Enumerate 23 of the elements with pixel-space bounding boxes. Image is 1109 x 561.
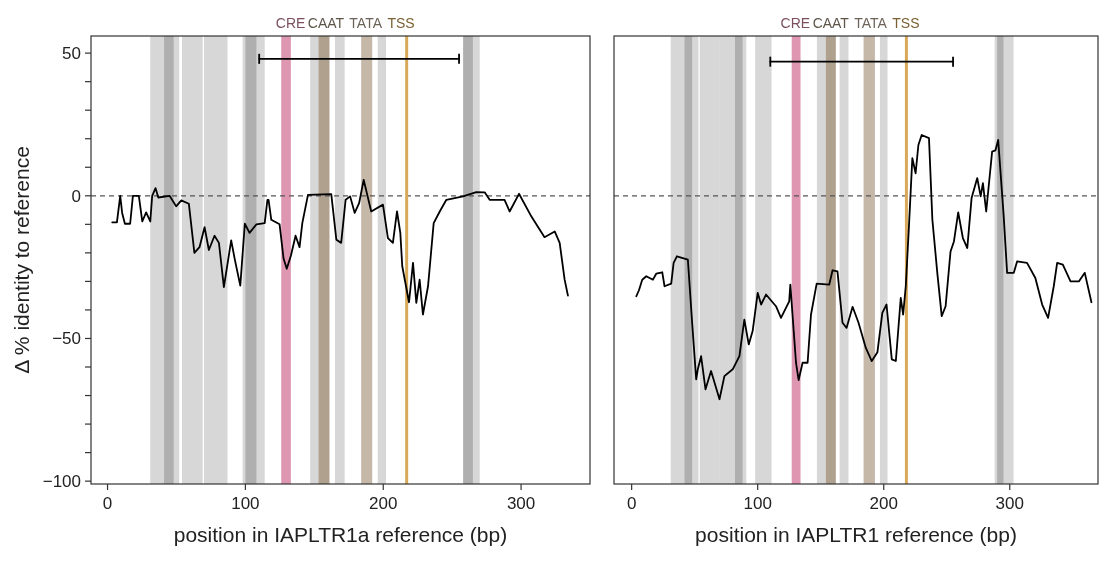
band-label: CRE	[275, 15, 306, 31]
band-label: TATA	[854, 15, 888, 31]
x-axis-title: position in IAPLTR1 reference (bp)	[695, 523, 1017, 546]
y-tick-label: 0	[71, 186, 81, 206]
x-tick-label: 0	[626, 494, 637, 513]
band-label: CRE	[780, 15, 811, 31]
x-tick-label: 200	[369, 494, 398, 513]
x-tick-label: 0	[102, 494, 113, 513]
x-tick-label: 100	[743, 494, 772, 513]
x-axis-title: position in IAPLTR1a reference (bp)	[173, 523, 508, 546]
y-tick-label: 50	[62, 44, 81, 64]
y-tick-label: −50	[52, 329, 81, 349]
x-tick-label: 300	[506, 494, 536, 513]
y-axis-title: Δ % identity to reference	[10, 146, 33, 374]
x-tick-label: 100	[231, 494, 260, 513]
band-label: CAAT	[812, 15, 850, 31]
band-label: TATA	[349, 15, 383, 31]
ref-line-label: TSS	[387, 15, 415, 31]
ref-line-label: TSS	[892, 15, 920, 31]
x-tick-label: 200	[869, 494, 898, 513]
y-tick-label: −100	[42, 472, 81, 492]
x-tick-label: 300	[995, 494, 1024, 513]
band-label: CAAT	[307, 15, 345, 31]
